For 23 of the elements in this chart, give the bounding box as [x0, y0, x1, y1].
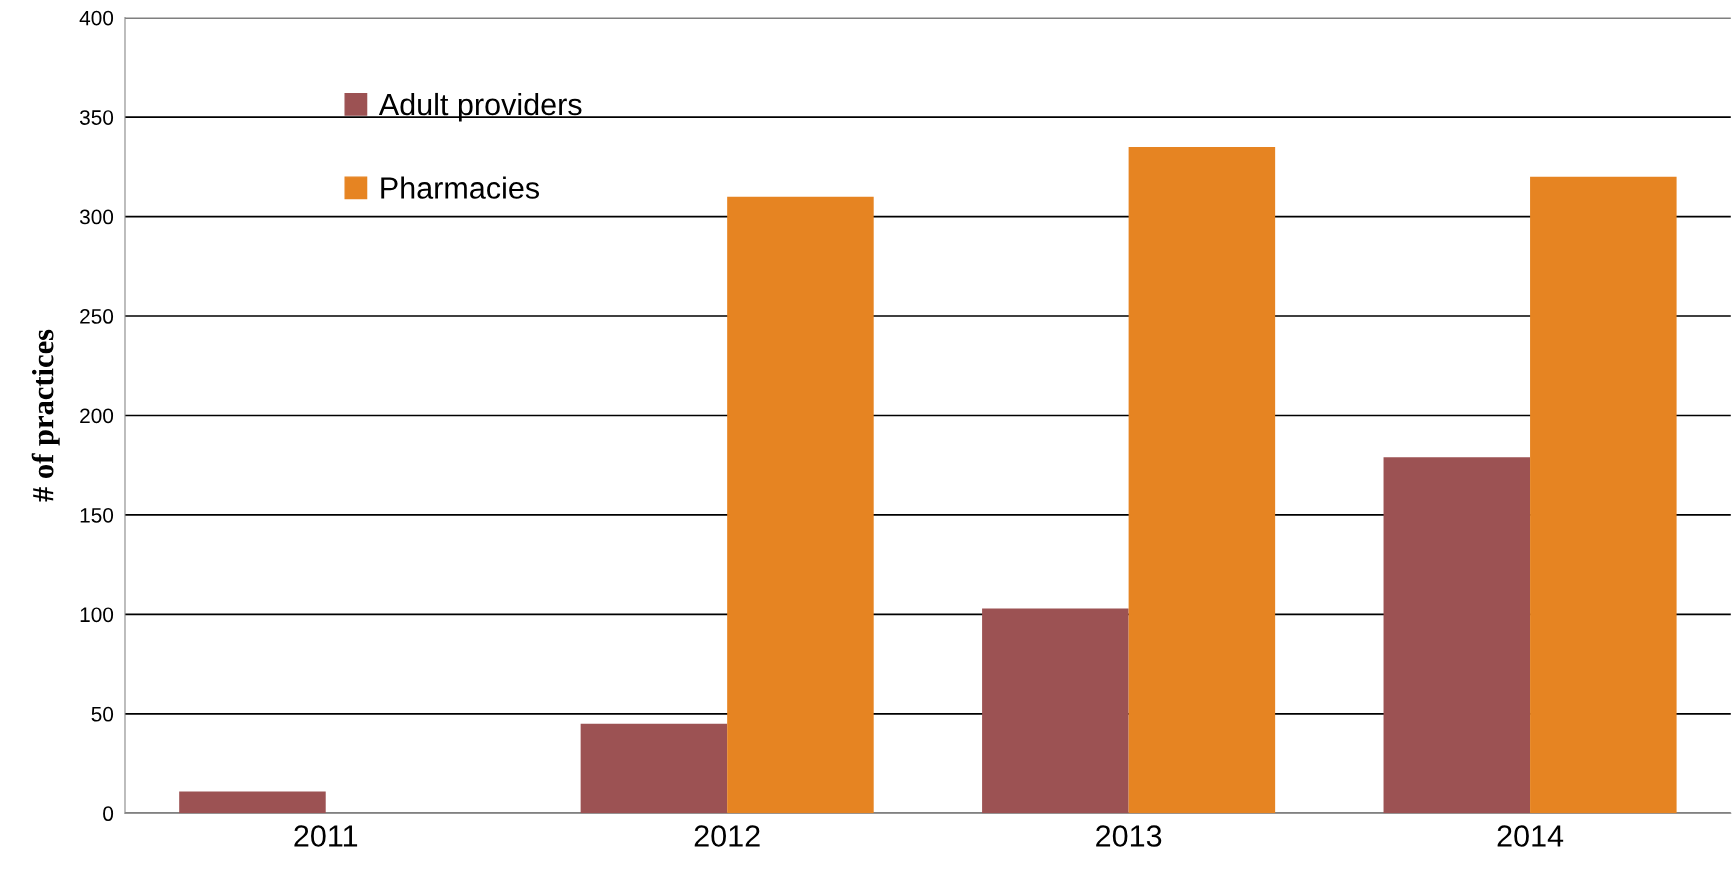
bar — [1128, 146, 1276, 814]
y-tick-label: 350 — [79, 110, 114, 125]
y-tick-label: 300 — [79, 209, 114, 225]
x-tick-label: 2012 — [694, 825, 760, 847]
x-tick-label: 2011 — [294, 825, 358, 847]
y-tick-label: 100 — [80, 607, 114, 623]
legend-label: Adult providers — [378, 92, 582, 122]
bar — [580, 723, 728, 814]
bar — [1530, 176, 1677, 814]
y-tick-label: 150 — [80, 507, 114, 523]
y-tick-label: 200 — [80, 408, 114, 424]
bar — [727, 196, 874, 814]
x-tick-label: 2013 — [1096, 825, 1162, 847]
legend-label: Pharmacies — [381, 176, 540, 199]
x-tick-label: 2014 — [1497, 825, 1564, 847]
y-tick-label: 0 — [103, 806, 114, 822]
y-axis-title: # of practices — [31, 329, 60, 502]
bar — [982, 608, 1129, 814]
y-tick-label: 50 — [91, 706, 114, 722]
y-tick-label: 250 — [80, 309, 114, 324]
y-tick-label: 400 — [79, 10, 114, 26]
bar — [1383, 457, 1531, 814]
bar — [179, 791, 326, 814]
